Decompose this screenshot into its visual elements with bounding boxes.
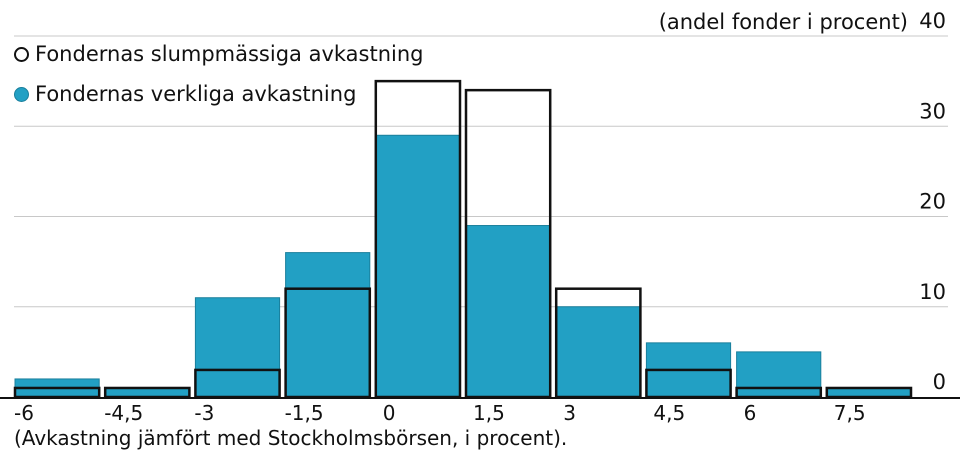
x-tick-label: 6 <box>744 401 757 425</box>
bar-actual <box>375 134 461 398</box>
x-tick-labels: -6 -4,5 -3 -1,5 0 1,5 3 4,5 6 7,5 <box>14 401 866 425</box>
open-circle-icon <box>14 46 29 62</box>
x-tick-label: -3 <box>194 401 214 425</box>
legend-item-random: Fondernas slumpmässiga avkastning <box>14 42 424 66</box>
x-tick-label: 3 <box>563 401 576 425</box>
x-tick-label: 0 <box>383 401 396 425</box>
legend-label-actual: Fondernas verkliga avkastning <box>35 82 357 106</box>
y-tick-label: 30 <box>919 99 946 123</box>
y-tick-label: 10 <box>919 280 946 304</box>
x-tick-label: 4,5 <box>653 401 685 425</box>
y-tick-labels: 0 10 20 30 40 <box>919 9 946 394</box>
bar-actual <box>194 297 281 398</box>
bar-actual <box>736 351 822 398</box>
bar-actual <box>285 252 371 398</box>
x-tick-label: -1,5 <box>285 401 324 425</box>
x-tick-label: -6 <box>14 401 34 425</box>
bar-actual <box>826 387 912 398</box>
x-tick-label: -4,5 <box>104 401 143 425</box>
y-tick-label: 40 <box>919 9 946 33</box>
x-axis-label: (Avkastning jämfört med Stockholmsbörsen… <box>14 426 568 450</box>
legend-item-actual: Fondernas verkliga avkastning <box>14 82 356 106</box>
random-return-bars <box>13 79 913 399</box>
bar-actual <box>104 387 190 398</box>
x-tick-label: 7,5 <box>834 401 866 425</box>
x-tick-label: 1,5 <box>473 401 505 425</box>
y-tick-label: 0 <box>933 370 946 394</box>
legend-label-random: Fondernas slumpmässiga avkastning <box>35 42 424 66</box>
bar-actual <box>555 306 641 398</box>
actual-return-bars <box>14 134 912 398</box>
y-axis-label: (andel fonder i procent) <box>658 10 908 34</box>
bar-actual <box>465 225 551 398</box>
filled-circle-icon <box>14 86 29 102</box>
y-tick-label: 20 <box>919 190 946 214</box>
